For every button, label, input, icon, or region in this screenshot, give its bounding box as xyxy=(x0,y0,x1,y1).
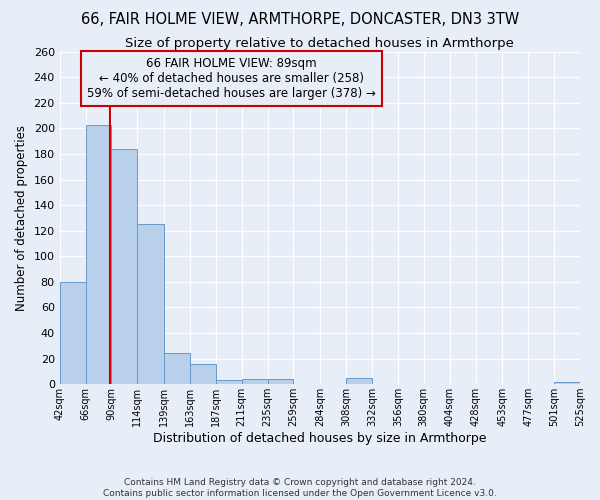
Bar xyxy=(86,124,112,384)
Bar xyxy=(216,380,242,384)
Bar xyxy=(268,379,293,384)
Bar xyxy=(346,378,372,384)
Bar xyxy=(190,364,216,384)
Bar xyxy=(137,224,164,384)
Bar xyxy=(112,149,137,384)
Text: Contains HM Land Registry data © Crown copyright and database right 2024.
Contai: Contains HM Land Registry data © Crown c… xyxy=(103,478,497,498)
Text: 66, FAIR HOLME VIEW, ARMTHORPE, DONCASTER, DN3 3TW: 66, FAIR HOLME VIEW, ARMTHORPE, DONCASTE… xyxy=(81,12,519,28)
Bar xyxy=(242,379,268,384)
Bar xyxy=(164,354,190,384)
Bar xyxy=(554,382,580,384)
Bar xyxy=(59,282,86,384)
Title: Size of property relative to detached houses in Armthorpe: Size of property relative to detached ho… xyxy=(125,38,514,51)
X-axis label: Distribution of detached houses by size in Armthorpe: Distribution of detached houses by size … xyxy=(153,432,487,445)
Text: 66 FAIR HOLME VIEW: 89sqm
← 40% of detached houses are smaller (258)
59% of semi: 66 FAIR HOLME VIEW: 89sqm ← 40% of detac… xyxy=(87,56,376,100)
Y-axis label: Number of detached properties: Number of detached properties xyxy=(15,125,28,311)
